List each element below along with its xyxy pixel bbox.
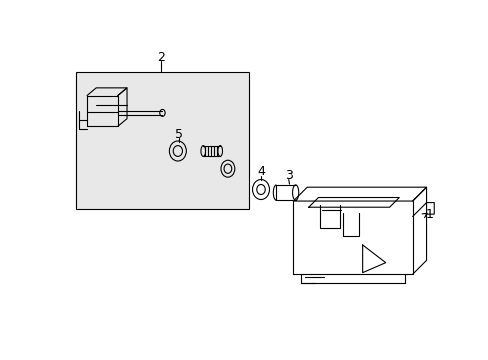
Text: 5: 5 [175,127,183,140]
Ellipse shape [173,145,182,156]
Ellipse shape [221,160,234,177]
Ellipse shape [252,180,269,199]
Ellipse shape [292,185,298,200]
Ellipse shape [218,145,222,156]
Text: 2: 2 [157,50,164,64]
Bar [76,72,248,209]
Ellipse shape [169,141,186,161]
Ellipse shape [201,145,205,156]
Text: 1: 1 [425,208,433,221]
Text: 3: 3 [284,169,292,182]
Ellipse shape [256,184,264,194]
Ellipse shape [160,109,165,116]
Ellipse shape [224,164,231,173]
Text: 4: 4 [257,165,264,178]
